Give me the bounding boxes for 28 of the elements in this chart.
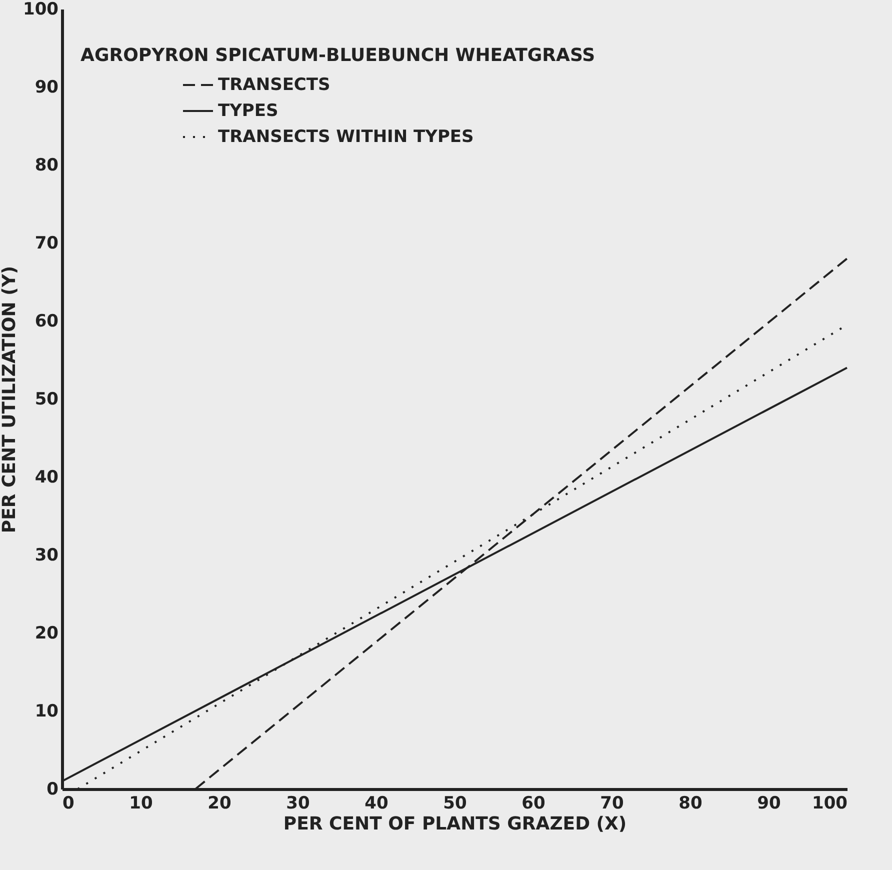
x-axis-title: PER CENT OF PLANTS GRAZED (X) [283, 814, 627, 834]
x-tick-label: 10 [129, 794, 153, 814]
x-tick-label: 0 [62, 794, 74, 814]
x-tick-label: 80 [678, 794, 702, 814]
y-tick-label: 20 [34, 624, 59, 644]
y-tick-label: 70 [34, 234, 59, 254]
y-tick-label: 80 [34, 156, 59, 176]
y-tick-label: 40 [34, 468, 59, 488]
x-tick-label: 30 [286, 794, 310, 814]
y-tick-label: 10 [34, 702, 59, 722]
legend-label: TRANSECTS WITHIN TYPES [218, 127, 474, 147]
y-tick-label: 30 [34, 546, 59, 566]
text: AGROPYRON SPICATUM-BLUEBUNCH WHEATGRASS [80, 45, 596, 66]
x-tick-label: 20 [208, 794, 232, 814]
y-axis-title: PER CENT UTILIZATION (Y) [0, 266, 20, 534]
y-tick-label: 100 [23, 0, 59, 20]
x-tick-label: 40 [364, 794, 388, 814]
x-tick-label: 60 [522, 794, 546, 814]
legend-label: TRANSECTS [218, 75, 330, 95]
legend-label: TYPES [218, 101, 278, 121]
x-tick-label: 50 [443, 794, 467, 814]
x-tick-label: 100 [812, 794, 848, 814]
x-tick-label: 70 [600, 794, 624, 814]
y-tick-label: 60 [34, 312, 59, 332]
y-tick-label: 0 [46, 780, 59, 800]
y-tick-label: 50 [34, 390, 59, 410]
y-tick-label: 90 [34, 78, 59, 98]
x-tick-label: 90 [757, 794, 781, 814]
